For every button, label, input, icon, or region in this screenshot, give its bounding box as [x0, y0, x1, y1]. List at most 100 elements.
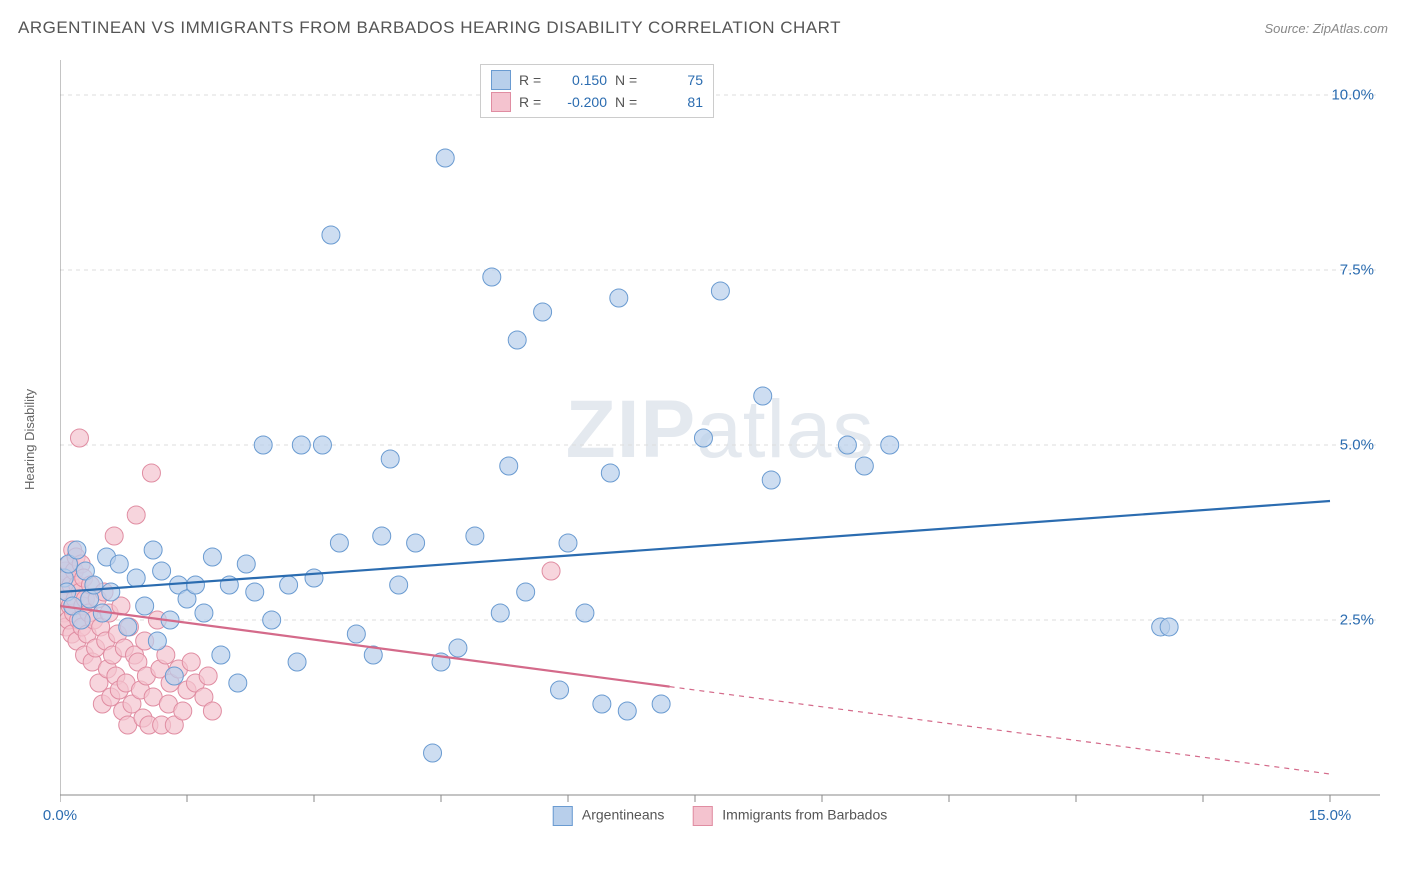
legend-r-label: R = [519, 72, 547, 88]
scatter-plot-svg [60, 60, 1380, 830]
data-point [1160, 618, 1178, 636]
correlation-legend: R = 0.150 N = 75 R = -0.200 N = 81 [480, 64, 714, 118]
data-point [593, 695, 611, 713]
data-point [881, 436, 899, 454]
data-point [186, 576, 204, 594]
data-point [203, 548, 221, 566]
data-point [381, 450, 399, 468]
data-point [483, 268, 501, 286]
data-point [508, 331, 526, 349]
legend-r-label: R = [519, 94, 547, 110]
legend-n-label: N = [615, 94, 643, 110]
data-point [127, 569, 145, 587]
data-point [153, 562, 171, 580]
data-point [199, 667, 217, 685]
data-point [500, 457, 518, 475]
y-tick-label: 2.5% [1340, 612, 1374, 629]
legend-swatch-argentineans [553, 806, 573, 826]
y-tick-label: 5.0% [1340, 437, 1374, 454]
data-point [542, 562, 560, 580]
data-point [292, 436, 310, 454]
chart-title: ARGENTINEAN VS IMMIGRANTS FROM BARBADOS … [18, 18, 841, 38]
legend-label: Argentineans [582, 807, 665, 823]
data-point [838, 436, 856, 454]
legend-row-argentineans: R = 0.150 N = 75 [491, 69, 703, 91]
y-axis-label: Hearing Disability [22, 389, 37, 490]
trend-line [60, 501, 1330, 592]
data-point [618, 702, 636, 720]
legend-r-value: -0.200 [555, 94, 607, 110]
data-point [313, 436, 331, 454]
data-point [182, 653, 200, 671]
data-point [576, 604, 594, 622]
data-point [491, 604, 509, 622]
data-point [694, 429, 712, 447]
data-point [610, 289, 628, 307]
data-point [517, 583, 535, 601]
data-point [652, 695, 670, 713]
data-point [436, 149, 454, 167]
legend-item-barbados: Immigrants from Barbados [692, 806, 887, 826]
data-point [148, 632, 166, 650]
series-legend: Argentineans Immigrants from Barbados [553, 806, 887, 826]
chart-header: ARGENTINEAN VS IMMIGRANTS FROM BARBADOS … [18, 18, 1388, 38]
legend-swatch-barbados [692, 806, 712, 826]
data-point [165, 667, 183, 685]
data-point [373, 527, 391, 545]
data-point [246, 583, 264, 601]
data-point [195, 604, 213, 622]
data-point [305, 569, 323, 587]
legend-row-barbados: R = -0.200 N = 81 [491, 91, 703, 113]
data-point [330, 534, 348, 552]
legend-n-label: N = [615, 72, 643, 88]
data-point [144, 541, 162, 559]
data-point [68, 541, 86, 559]
data-point [119, 618, 137, 636]
y-tick-label: 10.0% [1331, 87, 1374, 104]
data-point [288, 653, 306, 671]
data-point [407, 534, 425, 552]
data-point [424, 744, 442, 762]
data-point [174, 702, 192, 720]
chart-area: ZIPatlas 2.5%5.0%7.5%10.0% 0.0%15.0% R =… [60, 60, 1380, 830]
data-point [711, 282, 729, 300]
data-point [229, 674, 247, 692]
data-point [534, 303, 552, 321]
data-point [102, 583, 120, 601]
data-point [72, 611, 90, 629]
data-point [203, 702, 221, 720]
x-tick-label: 15.0% [1309, 807, 1352, 824]
data-point [855, 457, 873, 475]
data-point [390, 576, 408, 594]
data-point [754, 387, 772, 405]
legend-label: Immigrants from Barbados [722, 807, 887, 823]
legend-swatch-barbados [491, 92, 511, 112]
data-point [280, 576, 298, 594]
legend-n-value: 75 [651, 72, 703, 88]
trend-line-extrapolated [670, 687, 1330, 774]
data-point [70, 429, 88, 447]
x-tick-label: 0.0% [43, 807, 77, 824]
data-point [551, 681, 569, 699]
data-point [136, 597, 154, 615]
legend-swatch-argentineans [491, 70, 511, 90]
data-point [263, 611, 281, 629]
legend-r-value: 0.150 [555, 72, 607, 88]
data-point [601, 464, 619, 482]
legend-n-value: 81 [651, 94, 703, 110]
y-tick-label: 7.5% [1340, 262, 1374, 279]
data-point [254, 436, 272, 454]
data-point [762, 471, 780, 489]
data-point [237, 555, 255, 573]
data-point [466, 527, 484, 545]
legend-item-argentineans: Argentineans [553, 806, 665, 826]
data-point [449, 639, 467, 657]
data-point [322, 226, 340, 244]
data-point [347, 625, 365, 643]
data-point [110, 555, 128, 573]
data-point [127, 506, 145, 524]
data-point [559, 534, 577, 552]
data-point [85, 576, 103, 594]
data-point [212, 646, 230, 664]
source-attribution: Source: ZipAtlas.com [1264, 21, 1388, 36]
